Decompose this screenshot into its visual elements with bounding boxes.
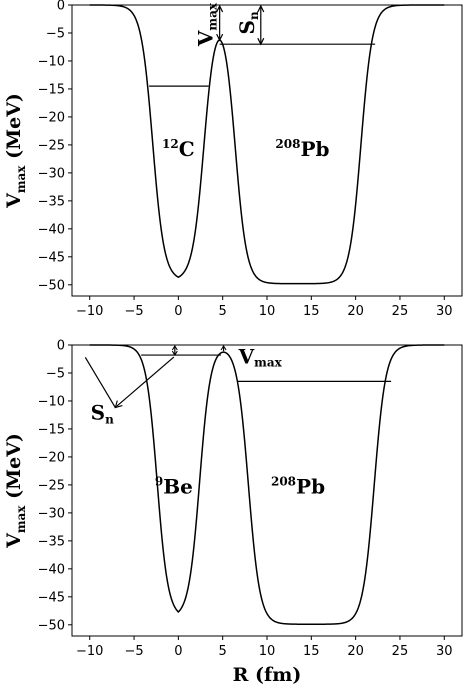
y-tick-label: −30 [38,166,65,181]
x-tick-label: 25 [392,304,409,319]
sn-label: Sn [235,11,261,34]
panel-bottom: −10 −5 0 5 10 15 20 25 300−5−10−15−20−25−30−35−4… [3,339,463,686]
y-tick-label: −45 [38,250,65,265]
y-tick-label: −35 [38,534,65,549]
x-tick-label: 20 [347,644,364,659]
x-tick-label: 10 [259,644,276,659]
y-tick-label: −10 [38,394,65,409]
y-tick-label: −50 [38,278,65,293]
y-tick-label: −40 [38,222,65,237]
y-tick-label: −15 [38,422,65,437]
sn-pointer [84,357,116,408]
potential-curve [89,344,445,625]
arrow-head [171,350,178,357]
x-tick-label: 15 [303,644,320,659]
x-tick-label: 0 [174,644,182,659]
nucleus-label-be: 9Be [155,474,193,498]
y-tick-label: −40 [38,562,65,577]
x-tick-label: −10 [76,304,103,319]
arrow-head [257,4,265,13]
x-tick-label: 30 [436,304,453,319]
nucleus-label-pb: 208Pb [275,137,329,161]
x-tick-label: 5 [219,644,227,659]
x-tick-label: −5 [124,304,143,319]
y-tick-label: −10 [38,54,65,69]
y-tick-label: −50 [38,618,65,633]
y-tick-label: −30 [38,506,65,521]
arrow-head [216,33,224,42]
y-tick-label: −15 [38,82,65,97]
potential-curve [89,4,445,285]
y-tick-label: 0 [57,0,65,14]
plot-frame [71,344,463,637]
y-axis-label: Vmax (MeV) [3,433,28,549]
nucleus-label-c: 12C [162,137,195,161]
arrow-head [220,345,227,351]
arrow-head [171,345,178,351]
x-tick-label: 10 [259,304,276,319]
y-tick-label: −20 [38,450,65,465]
plot-frame [71,4,463,297]
x-tick-label: 20 [347,304,364,319]
arrow-head [257,37,265,46]
y-tick-label: −25 [38,478,65,493]
x-axis-label: R (fm) [233,664,302,686]
x-tick-label: 25 [392,644,409,659]
y-tick-label: −35 [38,194,65,209]
x-tick-label: 15 [303,304,320,319]
y-tick-label: −5 [46,366,65,381]
x-tick-label: 5 [219,304,227,319]
panel-top: −10 −5 0 5 10 15 20 25 300−5−10−15−20−25−30−35−4… [3,0,463,319]
y-tick-label: −45 [38,590,65,605]
y-tick-label: −5 [46,26,65,41]
y-tick-label: −20 [38,110,65,125]
y-tick-label: −25 [38,138,65,153]
arrow-head [114,400,123,409]
x-tick-label: 0 [174,304,182,319]
x-tick-label: −5 [124,644,143,659]
x-tick-label: −10 [76,644,103,659]
x-tick-label: 30 [436,644,453,659]
nucleus-label-pb: 208Pb [271,474,325,498]
y-axis-label: Vmax (MeV) [3,93,28,209]
vmax-label: Vmax [194,2,220,47]
vmax-label: Vmax [238,344,283,369]
arrow-head [216,4,224,13]
sn-label: Sn [91,400,114,426]
y-tick-label: 0 [57,339,65,354]
sn-pointer [115,356,175,408]
